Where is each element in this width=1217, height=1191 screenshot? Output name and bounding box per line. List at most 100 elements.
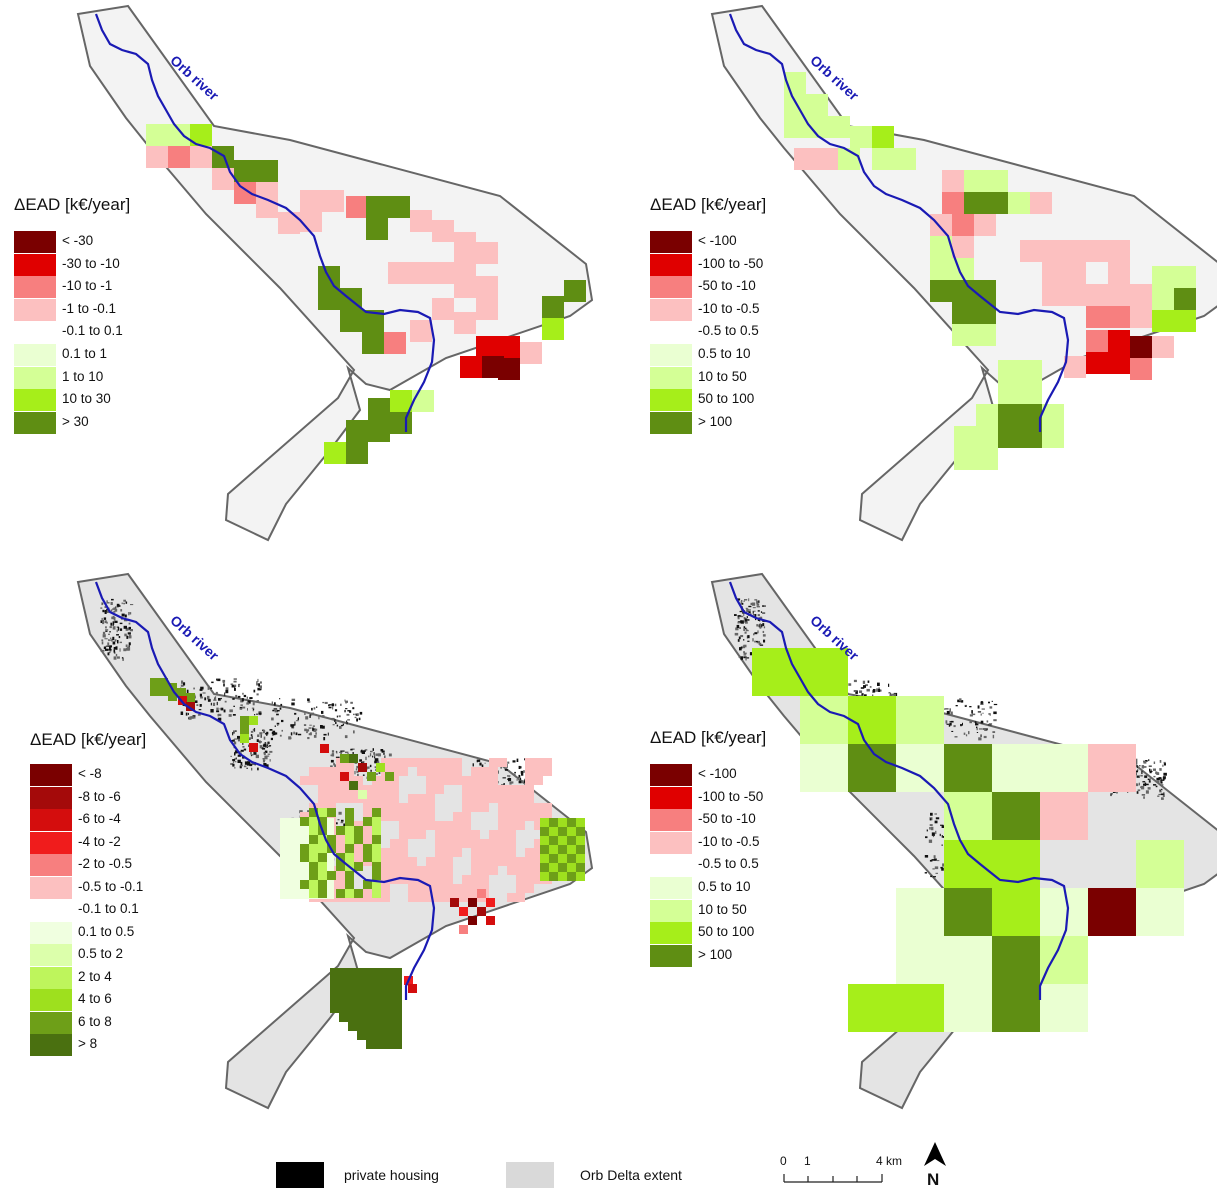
housing-mark (105, 630, 108, 632)
ead-cell (800, 648, 848, 696)
ead-cell (534, 857, 543, 866)
ead-cell (976, 448, 998, 470)
legend-swatch (30, 831, 72, 854)
housing-mark (336, 724, 339, 727)
housing-mark (1153, 761, 1156, 764)
ead-cell (399, 848, 408, 857)
ead-cell (168, 692, 177, 701)
ead-cell (480, 866, 489, 875)
housing-mark (108, 648, 112, 651)
ead-cell (540, 818, 549, 827)
legend-swatch (14, 411, 56, 434)
housing-mark (240, 761, 243, 766)
ead-cell (327, 835, 336, 844)
housing-mark (523, 779, 526, 783)
housing-mark (117, 656, 120, 659)
housing-mark (120, 628, 123, 631)
housing-mark (1158, 777, 1162, 779)
housing-mark (1147, 787, 1151, 790)
legend-label: 50 to 100 (698, 391, 755, 407)
housing-mark (103, 646, 107, 650)
housing-mark (321, 715, 325, 718)
delta-map (710, 4, 1217, 542)
ead-cell (327, 776, 336, 785)
ead-cell (1020, 426, 1042, 448)
legend-swatch (30, 966, 72, 989)
housing-mark (356, 718, 358, 722)
legend-swatch (650, 253, 692, 276)
housing-mark (1142, 781, 1146, 783)
housing-mark (108, 639, 110, 642)
housing-mark (299, 810, 303, 814)
legend-label: -10 to -1 (62, 278, 113, 294)
housing-mark (930, 826, 934, 831)
housing-mark (230, 755, 232, 757)
housing-mark (523, 770, 525, 773)
ead-cell (357, 1022, 366, 1031)
housing-mark (267, 745, 271, 748)
housing-mark (965, 705, 967, 707)
housing-mark (101, 649, 105, 652)
map-footer: private housing Orb Delta extent 0 1 4 k… (0, 1140, 1217, 1191)
ead-cell (376, 763, 385, 772)
housing-mark (202, 692, 206, 694)
housing-mark (745, 607, 748, 610)
housing-mark (113, 647, 117, 650)
ead-cell (498, 857, 507, 866)
legend-swatch (30, 921, 72, 944)
housing-mark (104, 610, 106, 613)
housing-mark (865, 684, 868, 687)
housing-mark (108, 651, 111, 654)
housing-mark (279, 734, 282, 737)
housing-mark (307, 737, 310, 740)
ead-cell (375, 986, 384, 995)
ead-cell (390, 803, 399, 812)
ead-cell (444, 821, 453, 830)
ead-cell (280, 845, 289, 854)
housing-mark (368, 755, 370, 758)
ead-cell (477, 907, 486, 916)
ead-cell (848, 984, 896, 1032)
housing-mark (334, 709, 338, 712)
housing-mark (1157, 795, 1160, 797)
housing-mark (273, 708, 278, 710)
housing-mark (252, 708, 255, 711)
ead-cell (362, 310, 384, 332)
housing-mark (755, 640, 758, 643)
housing-mark (1160, 793, 1164, 796)
housing-mark (104, 638, 108, 640)
housing-mark (272, 709, 275, 712)
housing-mark (738, 655, 741, 658)
housing-mark (855, 690, 858, 694)
ead-cell (150, 687, 159, 696)
ead-cell (408, 830, 417, 839)
ead-cell (998, 382, 1020, 404)
housing-mark (254, 714, 256, 716)
ead-cell (896, 888, 944, 936)
ead-cell (366, 977, 375, 986)
housing-mark (247, 708, 248, 711)
ead-cell (986, 170, 1008, 192)
ead-cell (146, 146, 168, 168)
housing-mark (192, 715, 196, 717)
housing-mark (1134, 758, 1138, 762)
ead-cell (540, 845, 549, 854)
housing-mark (345, 700, 348, 703)
housing-mark (763, 639, 766, 643)
housing-mark (1144, 775, 1148, 778)
housing-mark (931, 859, 935, 861)
ead-cell (339, 1004, 348, 1013)
housing-mark (759, 644, 764, 646)
ead-cell (289, 863, 298, 872)
housing-mark (1137, 769, 1139, 772)
ead-cell (471, 794, 480, 803)
housing-mark (275, 732, 278, 735)
housing-mark (113, 651, 116, 654)
ead-cell (489, 785, 498, 794)
housing-mark (757, 614, 760, 617)
ead-cell (345, 808, 354, 817)
housing-mark (220, 707, 224, 711)
ead-cell (368, 420, 390, 442)
housing-mark (988, 713, 990, 715)
ead-cell (381, 866, 390, 875)
